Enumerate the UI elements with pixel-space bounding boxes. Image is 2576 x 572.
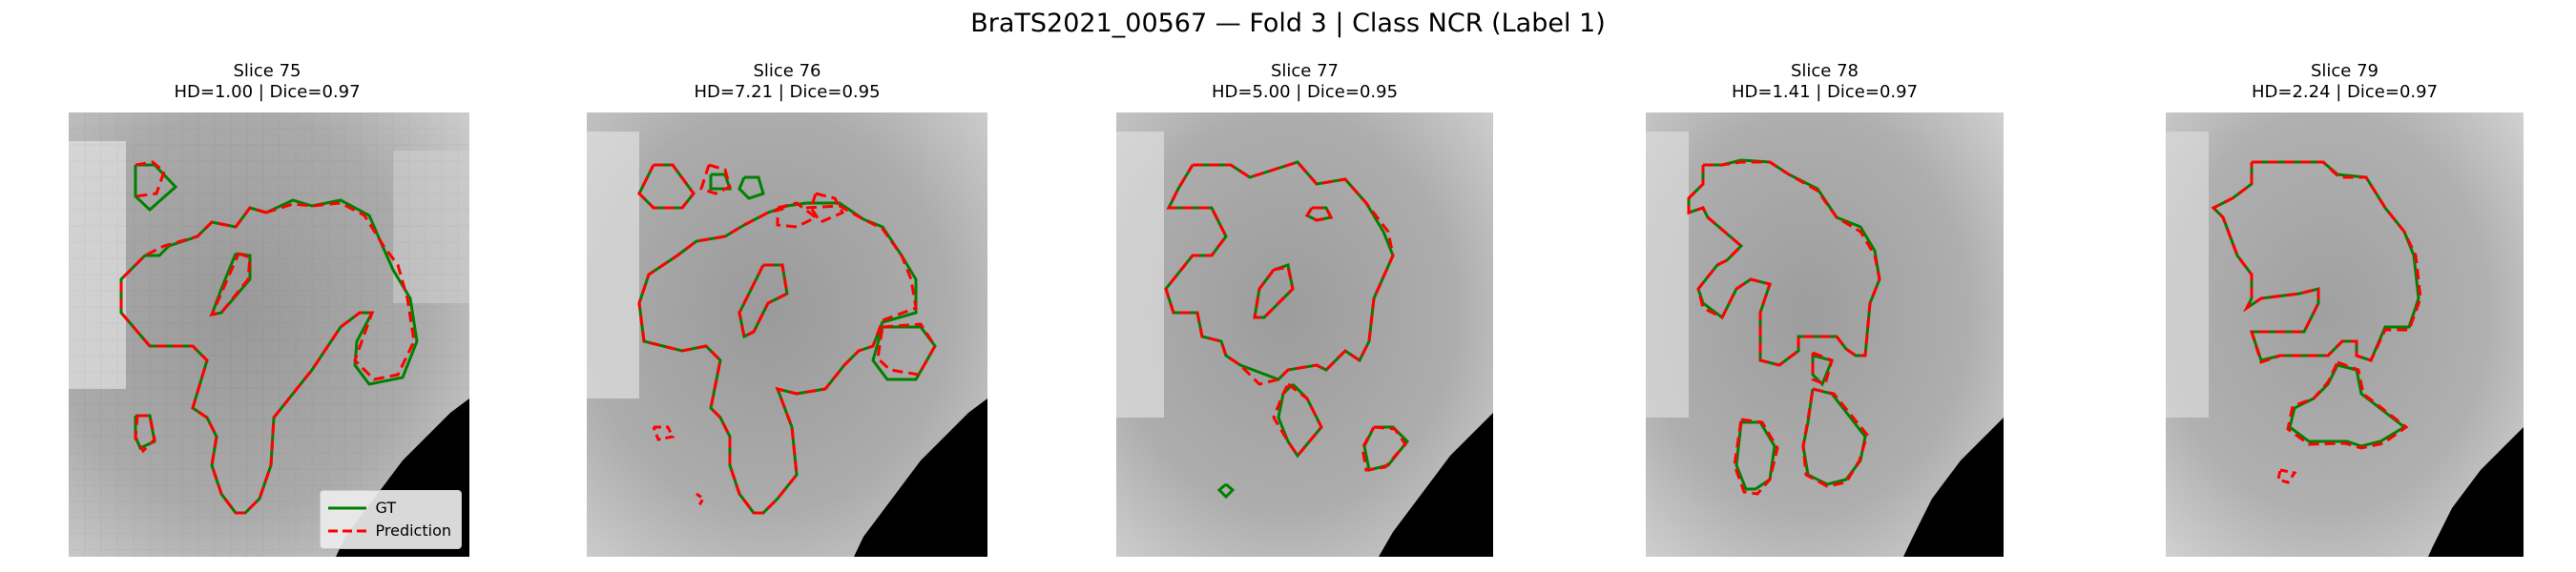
gt-contour — [709, 173, 733, 191]
slice-metrics: HD=7.21 | Dice=0.95 — [694, 82, 881, 102]
slice-title: Slice 79 — [2310, 61, 2379, 81]
legend-item-gt: GT — [327, 497, 451, 520]
gt-contour — [871, 325, 937, 381]
pred-contour — [1733, 418, 1779, 496]
bright-band — [1646, 132, 1689, 418]
black-corner — [854, 398, 987, 557]
pred-contour — [1801, 387, 1869, 488]
pred-contour — [637, 163, 696, 210]
legend-label-gt: GT — [375, 499, 397, 517]
pred-contour — [209, 252, 252, 317]
black-corner — [1379, 413, 1493, 557]
pred-contour — [696, 492, 705, 506]
slice-metrics: HD=5.00 | Dice=0.95 — [1211, 82, 1399, 102]
gt-contour — [1735, 420, 1776, 491]
pred-contour — [1687, 160, 1881, 367]
slice-panel-77: Slice 77 HD=5.00 | Dice=0.95 — [1116, 61, 1493, 566]
slice-image — [1116, 112, 1493, 557]
pred-contour — [876, 322, 937, 377]
pred-contour — [119, 201, 416, 515]
gt-contour — [134, 163, 178, 213]
pred-contour — [652, 425, 675, 441]
slice-metrics: HD=2.24 | Dice=0.97 — [2251, 82, 2439, 102]
slice-metrics: HD=1.41 | Dice=0.97 — [1731, 82, 1919, 102]
pred-contour — [1811, 351, 1834, 386]
pred-contour — [637, 204, 918, 515]
slice-image: GT Prediction — [69, 112, 469, 557]
slice-title: Slice 76 — [753, 61, 821, 81]
slice-metrics: HD=1.00 | Dice=0.97 — [174, 82, 361, 102]
pred-contour — [1164, 160, 1395, 386]
pred-contour — [1304, 206, 1334, 222]
pred-contour — [776, 201, 819, 229]
pred-contour — [809, 192, 845, 224]
slice-image — [1646, 112, 2004, 557]
slice-title: Slice 75 — [233, 61, 301, 81]
legend: GT Prediction — [319, 490, 462, 549]
mri-background — [2166, 112, 2524, 557]
pred-contour — [1253, 265, 1295, 319]
pred-contour — [1361, 425, 1407, 472]
bright-band — [2166, 132, 2209, 418]
slice-panel-79: Slice 79 HD=2.24 | Dice=0.97 — [2166, 61, 2524, 566]
figure-title: BraTS2021_00567 — Fold 3 | Class NCR (La… — [970, 9, 1606, 38]
pred-contour — [2286, 360, 2409, 450]
gt-contour — [209, 252, 252, 317]
bright-band — [1116, 132, 1164, 418]
slice-title: Slice 77 — [1270, 61, 1340, 81]
pred-contour — [1272, 382, 1323, 459]
slice-image — [587, 112, 987, 557]
bright-band — [587, 132, 639, 398]
black-corner — [1903, 418, 2004, 557]
pred-contour — [2276, 468, 2297, 484]
pred-contour — [737, 263, 789, 339]
pred-contour — [2211, 160, 2422, 364]
pred-contour — [699, 163, 732, 195]
gt-contour — [1216, 482, 1236, 500]
gt-contour — [737, 175, 765, 200]
legend-item-prediction: Prediction — [327, 520, 451, 542]
pred-contour — [134, 414, 156, 454]
slice-panel-78: Slice 78 HD=1.41 | Dice=0.97 — [1646, 61, 2004, 566]
slice-title: Slice 78 — [1790, 61, 1859, 81]
legend-label-prediction: Prediction — [375, 521, 451, 540]
slice-panel-76: Slice 76 HD=7.21 | Dice=0.95 — [587, 61, 987, 566]
black-corner — [2428, 427, 2524, 557]
slice-image — [2166, 112, 2524, 557]
slice-panel-75: Slice 75 HD=1.00 | Dice=0.97 — [57, 61, 477, 566]
